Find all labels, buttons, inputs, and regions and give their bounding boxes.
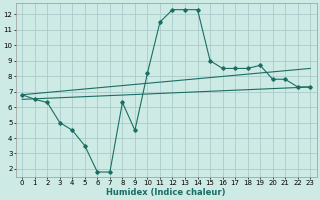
X-axis label: Humidex (Indice chaleur): Humidex (Indice chaleur)	[107, 188, 226, 197]
